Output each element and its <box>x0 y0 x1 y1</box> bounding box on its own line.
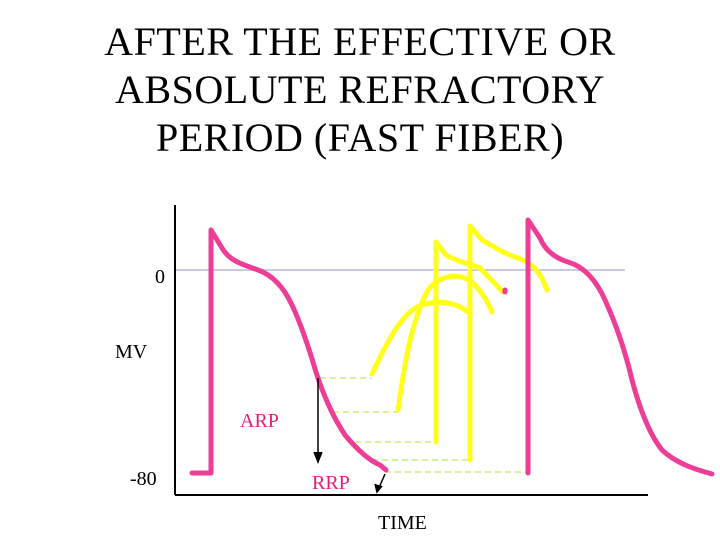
rrp-label: RRP <box>312 472 350 494</box>
action-potentials <box>189 217 715 477</box>
title-line-2: ABSOLUTE REFRACTORY <box>115 67 605 112</box>
action-potential-1 <box>208 227 389 476</box>
arp-label: ARP <box>240 410 279 432</box>
zero-label: 0 <box>155 266 165 288</box>
threshold-guides <box>320 377 528 473</box>
minus80-label: -80 <box>130 468 157 490</box>
rrp-arrow-head <box>374 483 383 494</box>
mv-label: MV <box>115 341 148 363</box>
title-line-1: AFTER THE EFFECTIVE OR <box>104 19 616 64</box>
response-2 <box>395 273 495 413</box>
response-4 <box>467 223 550 463</box>
response-3 <box>433 239 506 445</box>
markers <box>313 378 386 494</box>
action-potential-2 <box>525 217 715 477</box>
slide-title: AFTER THE EFFECTIVE OR ABSOLUTE REFRACTO… <box>0 18 720 162</box>
arp-arrow-head <box>313 451 323 465</box>
time-label: TIME <box>378 512 427 534</box>
title-line-3: PERIOD (FAST FIBER) <box>155 115 565 160</box>
premature-responses <box>369 223 550 463</box>
